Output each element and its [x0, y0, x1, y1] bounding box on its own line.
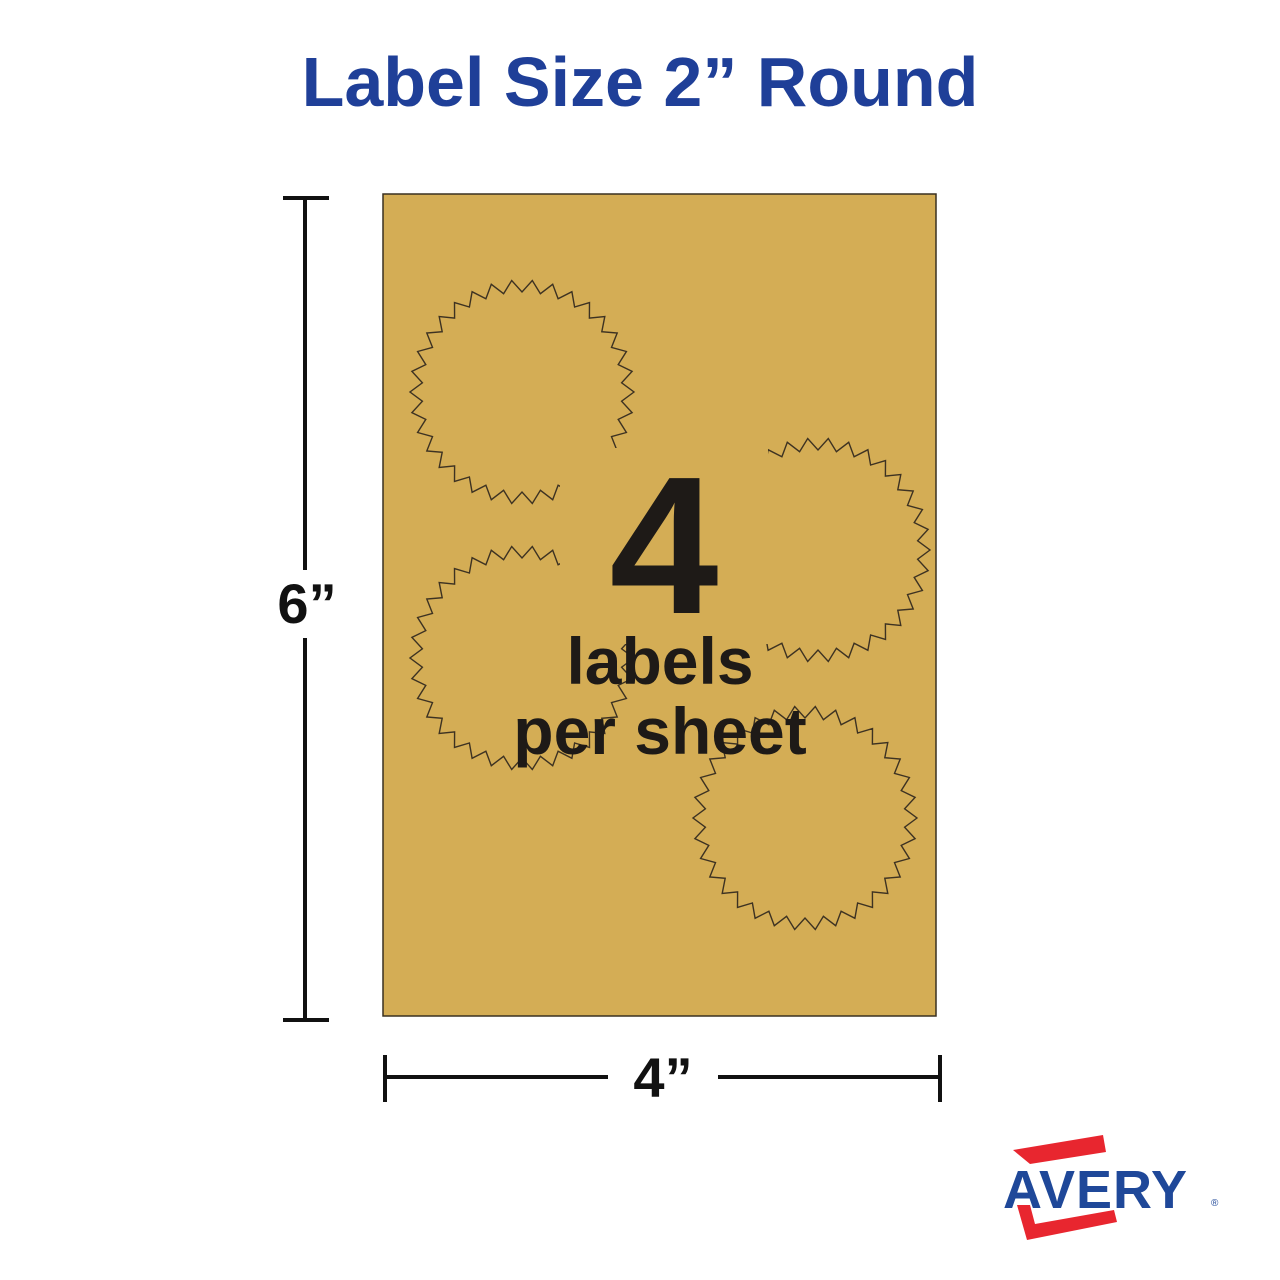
- avery-logo: AVERY ®: [1003, 1135, 1219, 1240]
- per-sheet-text: per sheet: [513, 694, 807, 768]
- logo-frame-top: [1013, 1135, 1106, 1164]
- logo-frame-bottom: [1017, 1205, 1117, 1240]
- width-label: 4”: [608, 1050, 718, 1106]
- logo-text: AVERY: [1003, 1160, 1188, 1220]
- label-count: 4: [560, 448, 768, 644]
- labels-text: labels: [566, 624, 754, 698]
- logo-registered: ®: [1211, 1198, 1219, 1209]
- page-title: Label Size 2” Round: [301, 43, 979, 121]
- height-label: 6”: [262, 570, 352, 638]
- seal-label-4: [691, 705, 919, 931]
